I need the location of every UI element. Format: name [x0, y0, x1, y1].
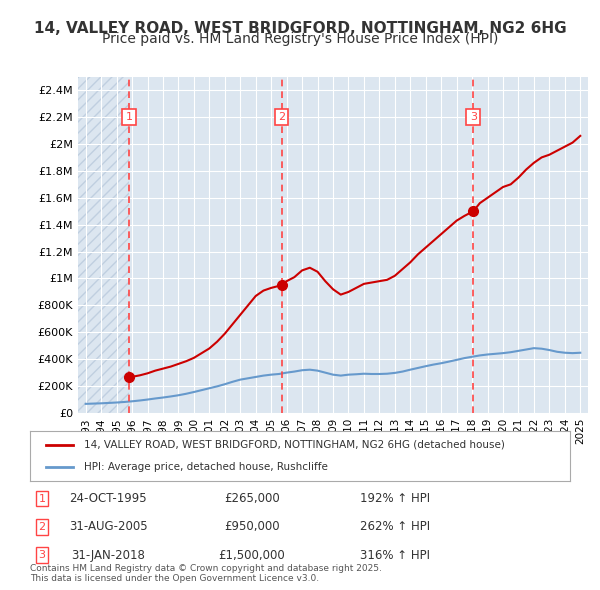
Text: HPI: Average price, detached house, Rushcliffe: HPI: Average price, detached house, Rush… [84, 462, 328, 472]
Text: 24-OCT-1995: 24-OCT-1995 [69, 492, 147, 505]
Text: 14, VALLEY ROAD, WEST BRIDGFORD, NOTTINGHAM, NG2 6HG (detached house): 14, VALLEY ROAD, WEST BRIDGFORD, NOTTING… [84, 440, 505, 450]
Text: 31-AUG-2005: 31-AUG-2005 [68, 520, 148, 533]
Text: 14, VALLEY ROAD, WEST BRIDGFORD, NOTTINGHAM, NG2 6HG: 14, VALLEY ROAD, WEST BRIDGFORD, NOTTING… [34, 21, 566, 35]
Text: 3: 3 [38, 550, 46, 560]
Text: 3: 3 [470, 112, 477, 122]
Text: 2: 2 [38, 522, 46, 532]
Text: £950,000: £950,000 [224, 520, 280, 533]
Text: Contains HM Land Registry data © Crown copyright and database right 2025.
This d: Contains HM Land Registry data © Crown c… [30, 563, 382, 583]
Text: 2: 2 [278, 112, 285, 122]
Text: 192% ↑ HPI: 192% ↑ HPI [360, 492, 430, 505]
Text: 1: 1 [125, 112, 133, 122]
Text: £265,000: £265,000 [224, 492, 280, 505]
Text: 262% ↑ HPI: 262% ↑ HPI [360, 520, 430, 533]
Text: 316% ↑ HPI: 316% ↑ HPI [360, 549, 430, 562]
Text: 1: 1 [38, 494, 46, 503]
Text: £1,500,000: £1,500,000 [218, 549, 286, 562]
Text: Price paid vs. HM Land Registry's House Price Index (HPI): Price paid vs. HM Land Registry's House … [102, 32, 498, 47]
Text: 31-JAN-2018: 31-JAN-2018 [71, 549, 145, 562]
